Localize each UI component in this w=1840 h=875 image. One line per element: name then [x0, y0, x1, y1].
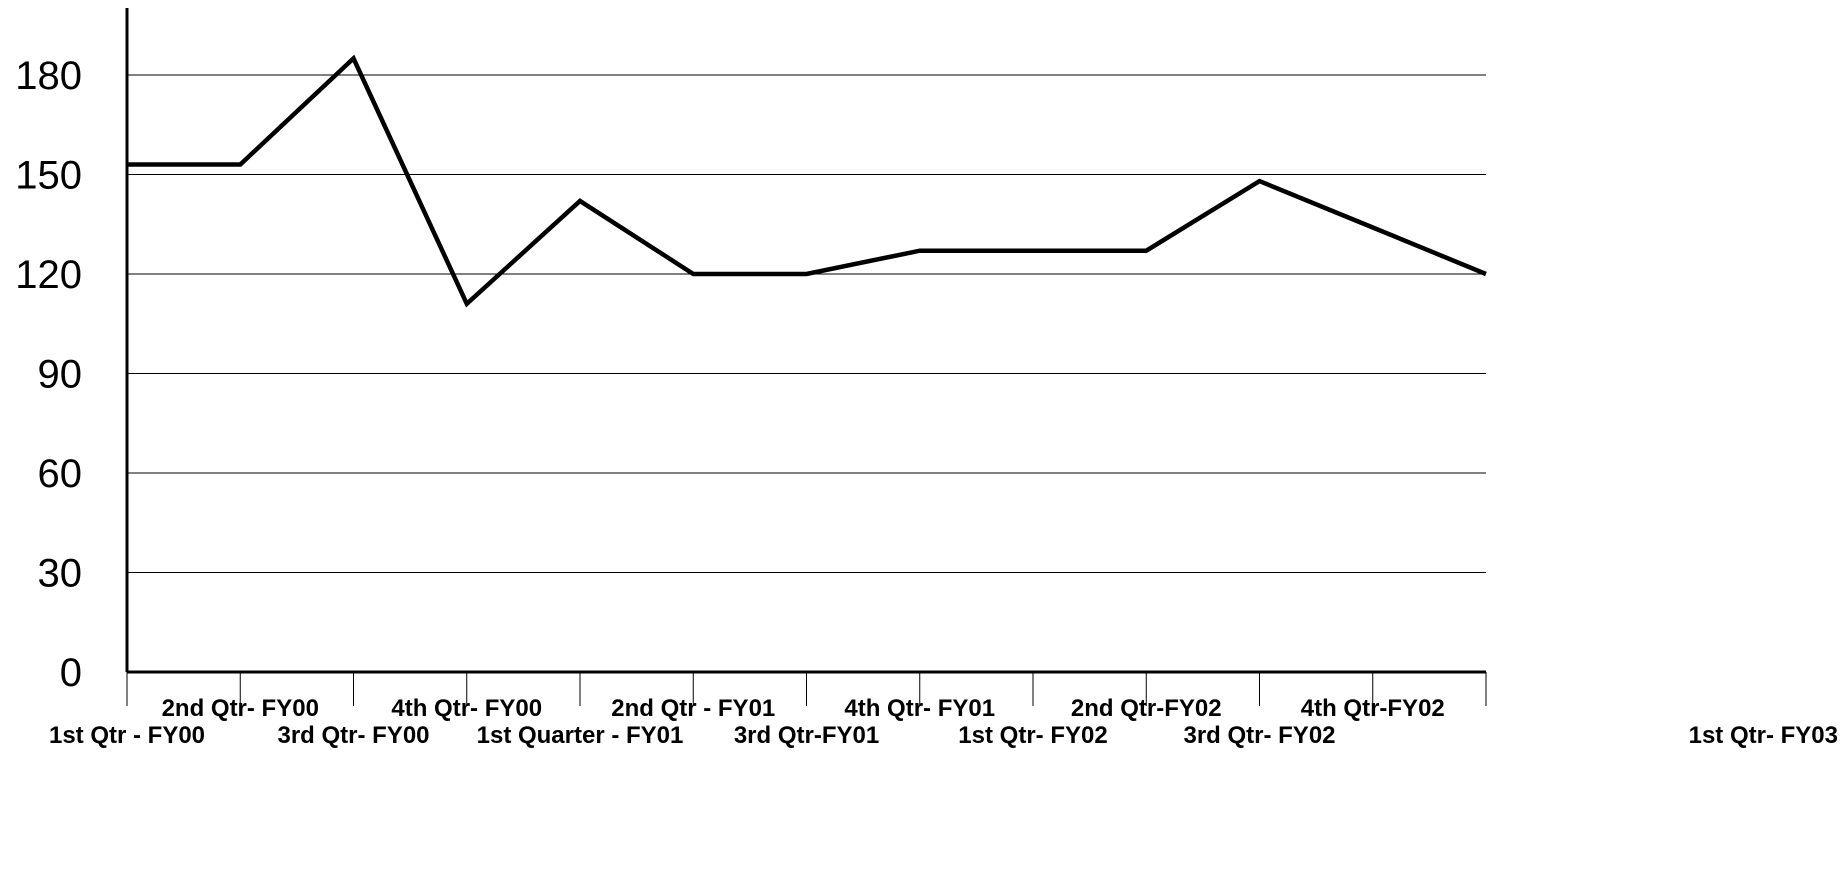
gridlines: [127, 74, 1486, 573]
x-tick-label: 2nd Qtr- FY00: [162, 695, 319, 722]
y-tick-label: 30: [38, 551, 83, 595]
x-tick-label: 1st Qtr- FY02: [958, 722, 1107, 749]
y-axis-tick-labels: 0 30 60 90 120 150 180: [15, 54, 82, 695]
y-tick-label: 90: [38, 352, 83, 396]
series-line-0: [127, 54, 1487, 308]
x-tick-label: 4th Qtr- FY00: [391, 695, 542, 722]
x-tick-label: 1st Quarter - FY01: [477, 722, 684, 749]
y-tick-label: 120: [15, 253, 82, 297]
x-tick-label: 1st Qtr - FY00: [49, 722, 205, 749]
x-tick-label: 2nd Qtr-FY02: [1071, 695, 1222, 722]
y-tick-label: 150: [15, 153, 82, 197]
series-lines: [127, 54, 1487, 308]
y-tick-label: 0: [60, 651, 82, 695]
x-tick-label: 3rd Qtr- FY00: [277, 722, 429, 749]
x-tick-label: 3rd Qtr-FY01: [734, 722, 879, 749]
x-tick-label: 4th Qtr-FY02: [1301, 695, 1445, 722]
y-tick-label: 60: [38, 452, 83, 496]
x-axis-ticks: [126, 672, 1487, 706]
y-tick-label: 180: [15, 54, 82, 98]
x-tick-label: 1st Qtr- FY03: [1689, 722, 1838, 749]
x-tick-label: 3rd Qtr- FY02: [1183, 722, 1335, 749]
x-tick-label: 4th Qtr- FY01: [844, 695, 995, 722]
x-tick-label: 2nd Qtr - FY01: [611, 695, 775, 722]
